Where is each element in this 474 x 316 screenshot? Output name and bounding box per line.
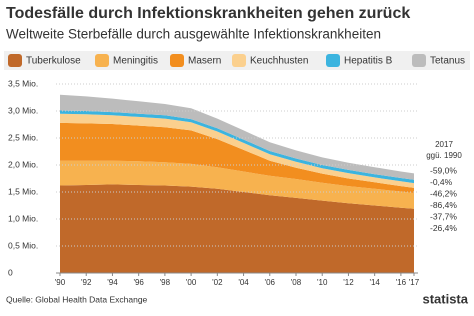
chart-title: Todesfälle durch Infektionskrankheiten g… — [6, 5, 410, 22]
legend-label: Masern — [188, 56, 221, 67]
y-tick-label: 0,5 Mio. — [8, 240, 38, 250]
change-label: -37,7% — [430, 211, 457, 221]
change-title: 2017 — [435, 140, 453, 149]
x-tick-label: '16 — [396, 278, 407, 287]
legend-label: Tuberkulose — [26, 56, 81, 67]
chart-subtitle: Weltweite Sterbefälle durch ausgewählte … — [6, 27, 381, 42]
y-tick-label: 2,0 Mio. — [8, 159, 38, 169]
x-tick-label: '92 — [81, 278, 92, 287]
area — [60, 110, 414, 184]
change-subtitle: ggü. 1990 — [426, 151, 462, 160]
y-tick-label: 2,5 Mio. — [8, 132, 38, 142]
x-tick-label: '10 — [317, 278, 328, 287]
x-tick-label: '04 — [238, 278, 249, 287]
source: Quelle: Global Health Data Exchange — [6, 294, 148, 304]
x-tick-label: '00 — [186, 278, 197, 287]
legend-label: Hepatitis B — [344, 56, 393, 67]
area — [60, 113, 414, 188]
brand: statista — [422, 291, 468, 306]
legend-swatch — [8, 54, 22, 67]
y-tick-label: 3,0 Mio. — [8, 105, 38, 115]
legend-swatch — [412, 54, 426, 67]
change-label: -0,4% — [430, 177, 453, 187]
x-tick-label: '90 — [55, 278, 66, 287]
x-tick-label: '98 — [160, 278, 171, 287]
x-tick-label: '14 — [369, 278, 380, 287]
change-label: -26,4% — [430, 223, 457, 233]
x-tick-label: '12 — [343, 278, 354, 287]
area — [60, 160, 414, 209]
legend-swatch — [170, 54, 184, 67]
change-label: -59,0% — [430, 165, 457, 175]
x-tick-label: '94 — [107, 278, 118, 287]
x-tick-label: '08 — [291, 278, 302, 287]
y-tick-label: 3,5 Mio. — [8, 78, 38, 88]
legend-label: Tetanus — [430, 56, 465, 67]
x-tick-label: '06 — [265, 278, 276, 287]
legend-swatch — [232, 54, 246, 67]
area — [60, 184, 414, 273]
area — [60, 94, 414, 180]
x-tick-label: '96 — [133, 278, 144, 287]
legend-swatch — [95, 54, 109, 67]
legend-swatch — [326, 54, 340, 67]
legend-label: Meningitis — [113, 56, 158, 67]
area — [60, 122, 414, 194]
x-tick-label: '17 — [409, 278, 420, 287]
change-label: -86,4% — [430, 200, 457, 210]
y-tick-label: 1,5 Mio. — [8, 186, 38, 196]
legend-label: Keuchhusten — [250, 56, 308, 67]
plot-area — [60, 94, 414, 273]
y-tick-label: 0 — [8, 267, 13, 277]
x-tick-label: '02 — [212, 278, 223, 287]
y-tick-label: 1,0 Mio. — [8, 213, 38, 223]
change-label: -46,2% — [430, 188, 457, 198]
